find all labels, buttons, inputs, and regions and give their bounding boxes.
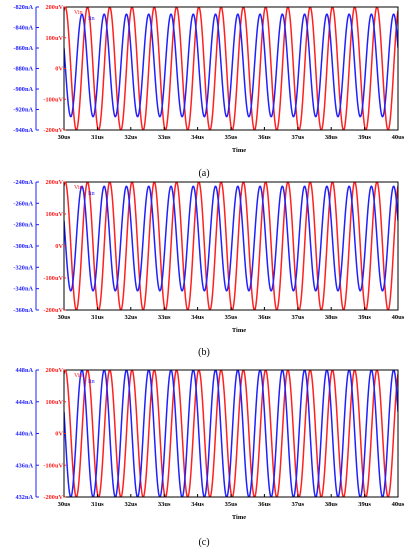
x-tick-label: 34us (191, 314, 204, 321)
series-iin-line (64, 370, 398, 497)
right-tick-label: 200uV (46, 4, 64, 11)
x-tick-label: 30us (58, 314, 71, 321)
x-tick-label: 40us (392, 501, 405, 508)
legend-vin: Vin (74, 10, 83, 16)
x-tick-label: 40us (392, 314, 405, 321)
x-tick-label: 35us (225, 314, 238, 321)
right-tick-label: -200uV (43, 307, 63, 314)
left-tick-label: 436nA (16, 462, 34, 469)
right-tick-label: 100uV (46, 211, 64, 218)
plot-frame (63, 369, 399, 498)
left-tick-label: -820nA (13, 4, 33, 11)
panel-caption: (c) (198, 537, 209, 548)
x-tick-label: 35us (225, 501, 238, 508)
left-tick-label: -840nA (13, 25, 33, 32)
panel-c: 448nA 444nA 440nA 436nA 432nA 200uV 100uV 0V -10… (16, 367, 405, 548)
series-iin-line (64, 185, 398, 292)
right-tick-label: 100uV (46, 35, 64, 42)
x-tick-label: 32us (124, 501, 137, 508)
x-tick-label: 33us (158, 501, 171, 508)
series-vin-line (64, 370, 398, 497)
x-axis-label: Time (232, 147, 246, 154)
x-tick-label: 30us (58, 134, 71, 141)
right-tick-label: -100uV (43, 96, 63, 103)
right-tick-label: 0V (55, 243, 63, 250)
x-tick-label: 31us (91, 134, 104, 141)
left-tick-label: -920nA (13, 107, 33, 114)
x-tick-label: 39us (358, 134, 371, 141)
series-vin-line (64, 7, 398, 130)
x-tick-label: 38us (325, 501, 338, 508)
right-tick-label: 200uV (46, 367, 64, 374)
panel-caption: (a) (198, 168, 209, 179)
left-tick-label: -320nA (13, 264, 33, 271)
series-vin-line (64, 182, 398, 310)
x-tick-label: 40us (392, 134, 405, 141)
x-tick-label: 37us (291, 314, 304, 321)
x-tick-label: 33us (158, 134, 171, 141)
panel-a: -820nA -840nA -860nA -880nA -900nA -920nA -940… (13, 4, 404, 179)
left-tick-label: -880nA (13, 66, 33, 73)
left-tick-label: -340nA (13, 286, 33, 293)
left-tick-label: 444nA (16, 399, 34, 406)
left-tick-label: -900nA (13, 86, 33, 93)
right-tick-label: 0V (55, 431, 63, 438)
x-tick-label: 34us (191, 134, 204, 141)
x-tick-label: 31us (91, 501, 104, 508)
right-tick-label: -200uV (43, 494, 63, 501)
left-tick-label: -260nA (13, 200, 33, 207)
x-tick-label: 37us (291, 501, 304, 508)
legend-iin: Iin (88, 16, 95, 22)
left-tick-label: -280nA (13, 222, 33, 229)
legend-iin: Iin (88, 379, 95, 385)
left-tick-label: -240nA (13, 179, 33, 186)
x-tick-label: 34us (191, 501, 204, 508)
right-tick-label: 200uV (46, 179, 64, 186)
panel-b: -240nA -260nA -280nA -300nA -320nA -340nA -360… (13, 179, 404, 358)
right-tick-label: -100uV (43, 275, 63, 282)
x-tick-label: 39us (358, 314, 371, 321)
left-tick-label: 440nA (16, 431, 34, 438)
x-tick-label: 36us (258, 501, 271, 508)
right-tick-label: 100uV (46, 399, 64, 406)
x-tick-label: 36us (258, 134, 271, 141)
legend-vin: Vin (74, 185, 83, 191)
panel-caption: (b) (198, 347, 210, 358)
left-tick-label: 432nA (16, 494, 34, 501)
x-tick-label: 38us (325, 134, 338, 141)
left-tick-label: -300nA (13, 243, 33, 250)
x-tick-label: 38us (325, 314, 338, 321)
right-tick-label: -200uV (43, 127, 63, 134)
legend-iin: Iin (88, 191, 95, 197)
left-tick-label: -940nA (13, 127, 33, 134)
legend-vin: Vin (74, 373, 83, 379)
right-tick-label: 0V (55, 66, 63, 73)
x-tick-label: 39us (358, 501, 371, 508)
right-tick-label: -100uV (43, 462, 63, 469)
left-tick-label: -860nA (13, 45, 33, 52)
x-tick-label: 37us (291, 134, 304, 141)
x-tick-label: 35us (225, 134, 238, 141)
x-tick-label: 31us (91, 314, 104, 321)
x-axis-label: Time (232, 327, 246, 334)
x-tick-label: 32us (124, 314, 137, 321)
left-tick-label: 448nA (16, 367, 34, 374)
x-tick-label: 36us (258, 314, 271, 321)
x-tick-label: 32us (124, 134, 137, 141)
left-tick-label: -360nA (13, 307, 33, 314)
x-tick-label: 30us (58, 501, 71, 508)
x-axis-label: Time (232, 514, 246, 521)
x-tick-label: 33us (158, 314, 171, 321)
series-iin-line (64, 13, 398, 118)
